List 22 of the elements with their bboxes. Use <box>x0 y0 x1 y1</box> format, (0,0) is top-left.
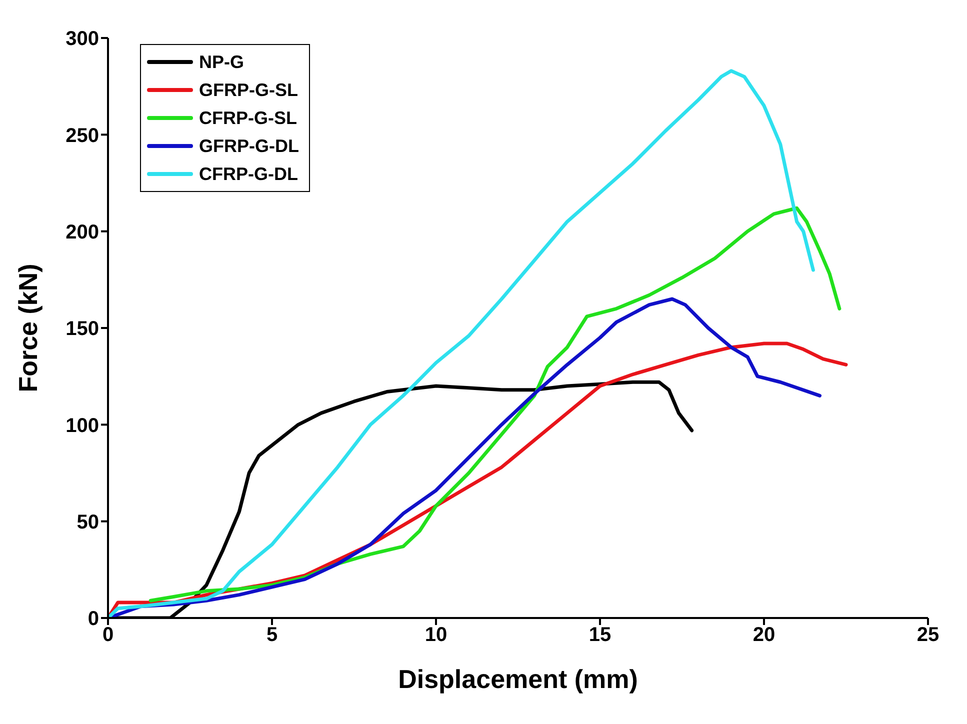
y-tick-label: 0 <box>88 608 99 630</box>
y-tick-label: 200 <box>66 221 99 244</box>
x-axis-title: Displacement (mm) <box>398 664 638 694</box>
legend-label: NP-G <box>199 52 244 72</box>
legend-label: GFRP-G-SL <box>199 80 298 100</box>
x-tick-label: 15 <box>588 624 612 646</box>
y-axis-title: Force (kN) <box>13 264 44 392</box>
y-tick-label: 250 <box>66 124 99 147</box>
y-tick-label: 300 <box>66 28 99 50</box>
x-tick-label: 0 <box>102 624 114 646</box>
legend-label: CFRP-G-DL <box>199 164 298 184</box>
legend-label: CFRP-G-SL <box>199 108 297 128</box>
x-tick-label: 25 <box>916 624 940 646</box>
y-tick-label: 150 <box>66 318 99 340</box>
y-tick-label: 100 <box>66 414 99 437</box>
line-series <box>108 69 815 618</box>
x-tick-label: 5 <box>266 624 278 646</box>
legend-label: GFRP-G-DL <box>199 136 299 156</box>
x-tick-label: 20 <box>752 624 776 646</box>
y-tick-label: 50 <box>76 511 99 534</box>
x-tick-label: 10 <box>424 624 448 646</box>
line-series <box>148 206 842 602</box>
